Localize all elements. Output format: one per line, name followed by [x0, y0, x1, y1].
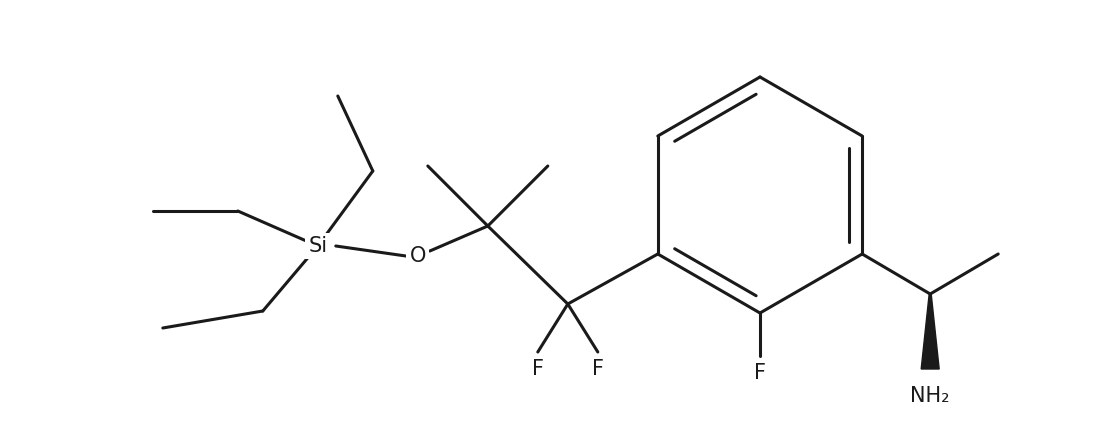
Text: O: O — [410, 246, 426, 266]
Text: Si: Si — [309, 236, 327, 256]
Text: F: F — [592, 359, 604, 379]
Text: NH₂: NH₂ — [910, 386, 950, 406]
Polygon shape — [921, 294, 939, 369]
Text: F: F — [754, 363, 766, 383]
Text: F: F — [532, 359, 543, 379]
